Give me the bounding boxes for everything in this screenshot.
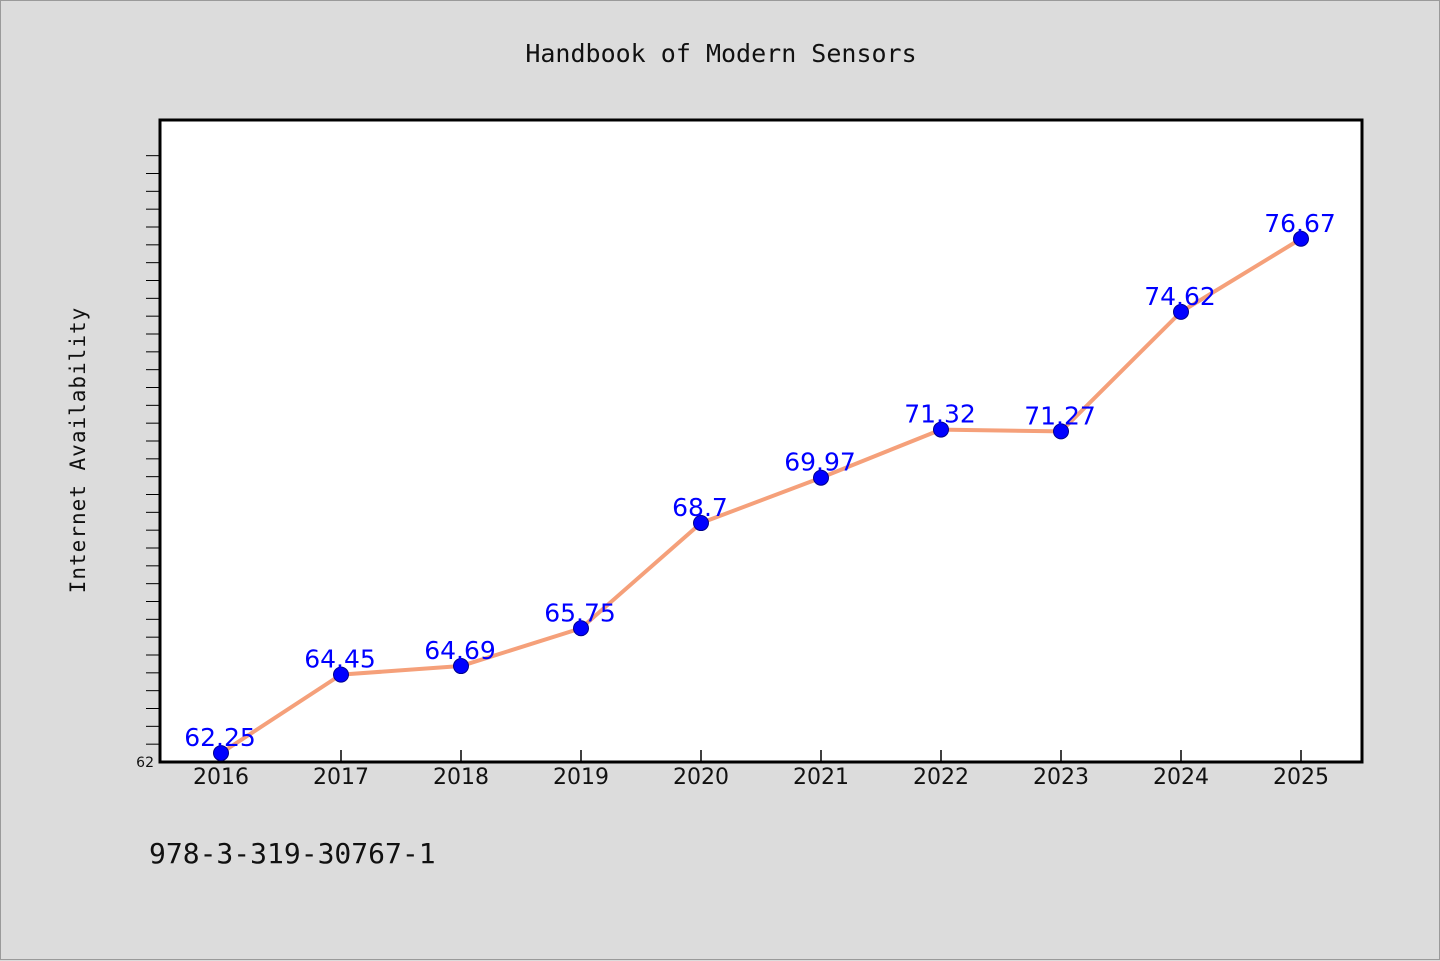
x-tick-label: 2020 [673, 765, 729, 790]
x-tick-label: 2021 [793, 765, 849, 790]
data-point [1053, 423, 1069, 440]
x-tick-label: 2023 [1033, 765, 1089, 790]
y-axis-label: Internet Availability [66, 307, 90, 594]
data-label: 68.7 [672, 493, 728, 522]
series-group: 62.25 64.45 64.69 65.75 68.7 69.97 71.32 71.27 7… [184, 209, 1336, 762]
isbn-footer: 978-3-319-30767-1 [149, 837, 436, 870]
x-tick-label: 2016 [193, 765, 249, 790]
data-label: 76.67 [1264, 209, 1336, 238]
data-point [693, 515, 709, 532]
x-axis-ticks: 2016 2017 2018 2019 2020 2021 2022 2023 2024 2025 [193, 750, 1329, 790]
chart-title: Handbook of Modern Sensors [525, 39, 916, 68]
x-tick-label: 2018 [433, 765, 489, 790]
x-tick-label: 2017 [313, 765, 369, 790]
data-label: 71.32 [904, 400, 976, 429]
x-tick-label: 2024 [1153, 765, 1209, 790]
data-label: 69.97 [784, 448, 856, 477]
data-point [573, 620, 589, 637]
y-tick-label: 62 [136, 755, 154, 771]
x-tick-label: 2025 [1273, 765, 1329, 790]
data-point [1173, 303, 1189, 320]
data-label: 74.62 [1144, 282, 1216, 311]
data-point [813, 469, 829, 486]
data-point [213, 745, 229, 762]
data-label: 64.45 [304, 645, 376, 674]
data-label: 64.69 [424, 636, 496, 665]
data-point [1293, 230, 1309, 247]
data-label: 62.25 [184, 723, 256, 752]
data-label: 71.27 [1024, 401, 1096, 430]
series-line [219, 237, 1303, 755]
plot-area [158, 118, 1364, 764]
data-label: 65.75 [544, 598, 616, 627]
x-tick-label: 2022 [913, 765, 969, 790]
y-axis-ticks: 62 [136, 155, 160, 771]
data-point [333, 666, 349, 683]
data-point [453, 658, 469, 675]
x-tick-label: 2019 [553, 765, 609, 790]
data-point [933, 421, 949, 438]
